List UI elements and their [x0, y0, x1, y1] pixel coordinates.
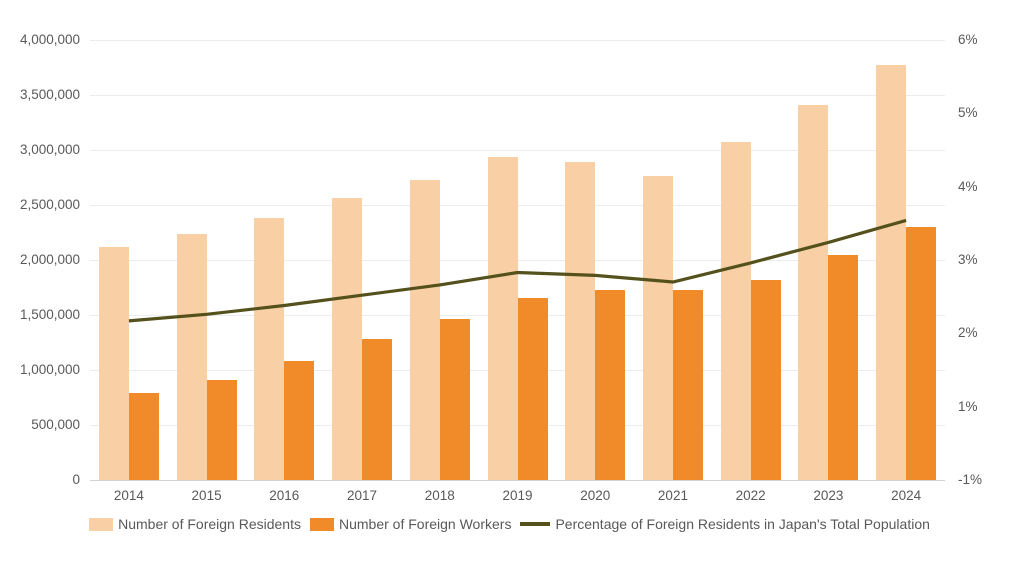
foreign-residents-bar-2020: [565, 162, 596, 480]
foreign-workers-bar-2021: [672, 290, 703, 480]
gridline: [90, 95, 945, 96]
foreign-residents-bar-2018: [409, 179, 440, 480]
left-axis-tick-label: 1,500,000: [19, 307, 80, 322]
foreign-residents-bar-2023: [798, 104, 829, 480]
right-axis-tick-label: 6%: [958, 32, 978, 47]
left-axis-tick-label: 0: [72, 472, 80, 487]
right-axis-tick-label: 1%: [958, 398, 978, 414]
left-axis-tick-label: 3,000,000: [19, 142, 80, 157]
gridline: [90, 40, 945, 41]
foreign-residents-bar-2022: [720, 141, 751, 480]
legend-line-swatch-icon: [520, 522, 551, 526]
gridline: [90, 260, 945, 261]
legend-item: Percentage of Foreign Residents in Japan…: [520, 516, 930, 532]
gridline: [90, 150, 945, 151]
left-axis-tick-label: 4,000,000: [19, 32, 80, 47]
left-y-axis: 4,000,000 3,500,000 3,000,000 2,500,000 2,00…: [0, 33, 80, 487]
x-axis: 2014 2015 2016 2017 2018 2019 2020 2021 2022 2023…: [90, 488, 945, 506]
foreign-residents-bar-2017: [332, 198, 363, 480]
x-axis-tick-label: 2024: [891, 488, 922, 503]
foreign-residents-bar-2024: [876, 65, 907, 480]
foreign-workers-bar-2019: [517, 297, 548, 480]
x-axis-tick-label: 2018: [424, 488, 455, 503]
left-axis-tick-label: 500,000: [31, 417, 80, 432]
legend-item: Number of Foreign Residents: [89, 516, 301, 532]
legend-label: Percentage of Foreign Residents in Japan…: [555, 516, 930, 532]
foreign-residents-bar-2015: [176, 234, 207, 480]
x-axis-tick-label: 2017: [347, 488, 378, 503]
foreign-workers-bar-2015: [206, 380, 237, 480]
x-axis-tick-label: 2015: [191, 488, 222, 503]
right-y-axis: 6% 5% 4% 3% 2% 1% -1%: [958, 33, 1019, 487]
x-axis-tick-label: 2014: [113, 488, 144, 503]
foreign-residents-bar-2021: [642, 176, 673, 480]
legend-bar-swatch-icon: [89, 517, 114, 531]
x-axis-tick-label: 2023: [813, 488, 844, 503]
left-axis-tick-label: 1,000,000: [19, 362, 80, 377]
foreign-workers-bar-2024: [906, 226, 937, 480]
foreign-workers-bar-2014: [128, 393, 159, 480]
right-axis-tick-label: 3%: [958, 252, 978, 267]
left-axis-tick-label: 3,500,000: [19, 87, 80, 102]
percentage-line-path: [128, 218, 907, 323]
gridline: [90, 205, 945, 206]
foreign-workers-bar-2020: [595, 290, 626, 480]
right-axis-tick-label: 4%: [958, 178, 978, 194]
x-axis-tick-label: 2020: [580, 488, 611, 503]
right-axis-tick-label: -1%: [958, 472, 983, 487]
foreign-workers-bar-2022: [750, 279, 781, 480]
legend-bar-swatch-icon: [309, 517, 334, 531]
foreign-workers-bar-2016: [284, 360, 315, 480]
right-axis-tick-label: 2%: [958, 325, 978, 341]
left-axis-tick-label: 2,500,000: [19, 197, 80, 212]
foreign-residents-bar-2016: [254, 217, 285, 480]
foreign-workers-bar-2017: [362, 339, 393, 480]
x-axis-tick-label: 2021: [657, 488, 688, 503]
left-axis-tick-label: 2,000,000: [19, 252, 80, 267]
percentage-line: [128, 218, 907, 323]
legend-label: Number of Foreign Workers: [338, 516, 512, 532]
right-axis-tick-label: 5%: [958, 105, 978, 121]
x-axis-tick-label: 2016: [269, 488, 300, 503]
x-axis-tick-label: 2022: [735, 488, 766, 503]
foreign-workers-bar-2018: [439, 319, 470, 480]
foreign-workers-bar-2023: [828, 254, 859, 480]
legend-item: Number of Foreign Workers: [309, 516, 512, 532]
foreign-residents-bar-2019: [487, 157, 518, 480]
legend-label: Number of Foreign Residents: [118, 516, 301, 532]
x-axis-tick-label: 2019: [502, 488, 533, 503]
legend: Number of Foreign Residents Number of For…: [0, 513, 1019, 535]
plot-area: [90, 40, 945, 481]
foreign-residents-bar-2014: [98, 246, 129, 480]
